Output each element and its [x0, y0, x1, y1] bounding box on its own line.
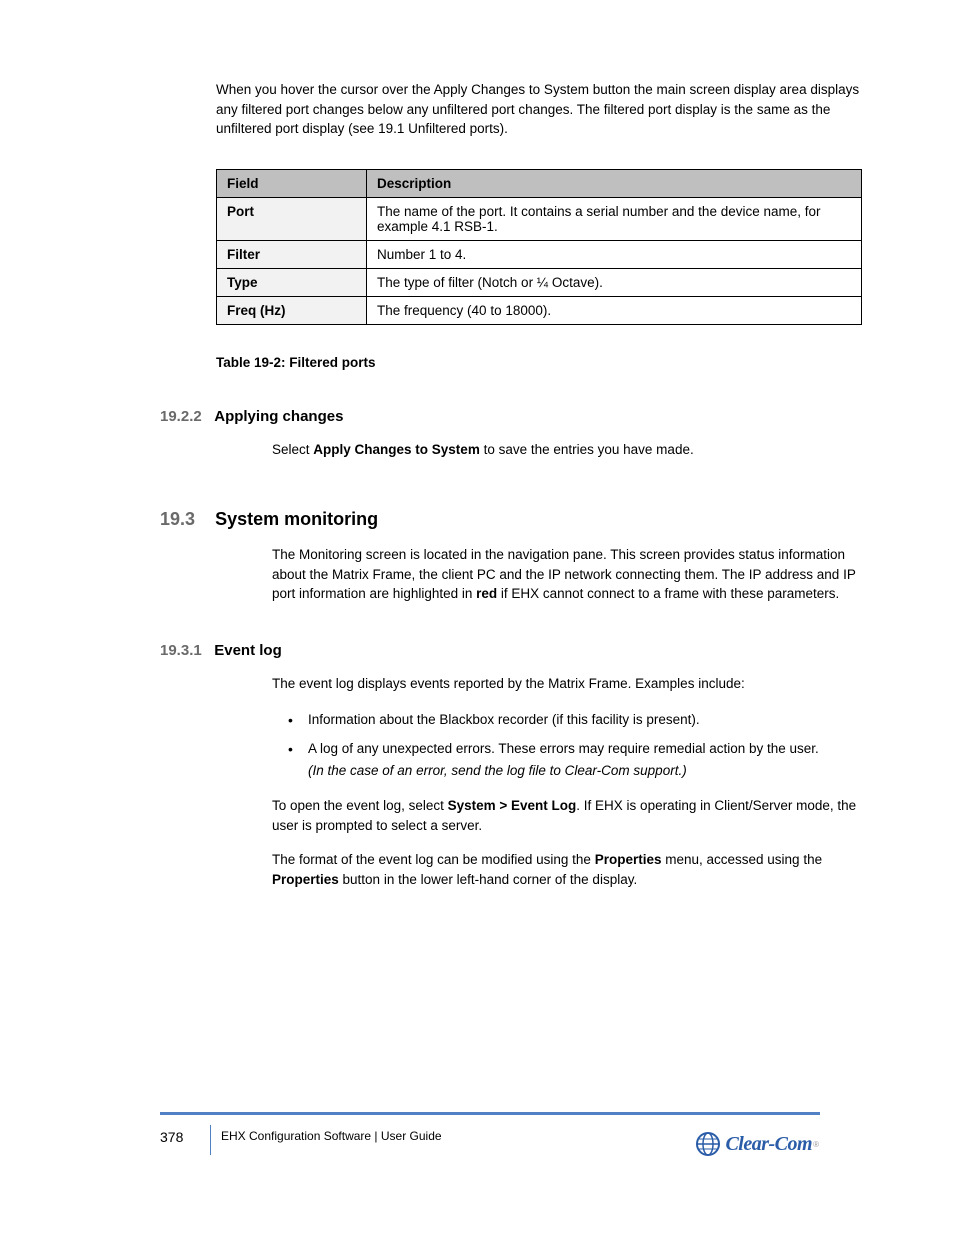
section-title: Event log: [214, 642, 282, 659]
body-text: To open the event log, select System > E…: [272, 796, 862, 835]
clearcom-globe-icon: [695, 1131, 721, 1157]
footer-title: EHX Configuration Software | User Guide: [221, 1125, 442, 1145]
page-number: 378: [160, 1125, 200, 1145]
list-item: Information about the Blackbox recorder …: [308, 709, 862, 731]
section-title: System monitoring: [215, 509, 378, 529]
list-item: A log of any unexpected errors. These er…: [308, 738, 862, 781]
col-header-description: Description: [367, 169, 862, 197]
table-row: Type The type of filter (Notch or ¼ Octa…: [217, 268, 862, 296]
footer-separator: [210, 1125, 211, 1155]
clearcom-logo: Clear-Com®: [695, 1131, 819, 1157]
cell-desc: The frequency (40 to 18000).: [367, 296, 862, 324]
table-row: Freq (Hz) The frequency (40 to 18000).: [217, 296, 862, 324]
table-caption: Table 19-2: Filtered ports: [216, 355, 862, 370]
section-heading-event-log: 19.3.1 Event log: [160, 642, 862, 659]
table-row: Port The name of the port. It contains a…: [217, 197, 862, 240]
bullet-list: Information about the Blackbox recorder …: [308, 709, 862, 782]
cell-field: Freq (Hz): [217, 296, 367, 324]
logo-text: Clear-Com: [725, 1133, 812, 1156]
section-heading-system-monitoring: 19.3 System monitoring: [160, 509, 862, 530]
cell-field: Type: [217, 268, 367, 296]
section-title: Applying changes: [214, 408, 343, 425]
filtered-ports-table: Field Description Port The name of the p…: [216, 169, 862, 325]
cell-field: Port: [217, 197, 367, 240]
section-heading-applying-changes: 19.2.2 Applying changes: [160, 408, 862, 425]
cell-desc: Number 1 to 4.: [367, 240, 862, 268]
registered-mark: ®: [813, 1140, 819, 1149]
cell-desc: The name of the port. It contains a seri…: [367, 197, 862, 240]
table-row: Filter Number 1 to 4.: [217, 240, 862, 268]
body-text: The Monitoring screen is located in the …: [272, 545, 862, 604]
section-num: 19.3.1: [160, 642, 202, 659]
section-num: 19.3: [160, 509, 195, 529]
body-text: The format of the event log can be modif…: [272, 850, 862, 889]
cell-desc: The type of filter (Notch or ¼ Octave).: [367, 268, 862, 296]
section-num: 19.2.2: [160, 408, 202, 425]
intro-paragraph: When you hover the cursor over the Apply…: [216, 80, 862, 139]
body-text: Select Apply Changes to System to save t…: [272, 440, 862, 460]
body-text: The event log displays events reported b…: [272, 674, 862, 694]
col-header-field: Field: [217, 169, 367, 197]
footer-divider: [160, 1112, 820, 1115]
cell-field: Filter: [217, 240, 367, 268]
